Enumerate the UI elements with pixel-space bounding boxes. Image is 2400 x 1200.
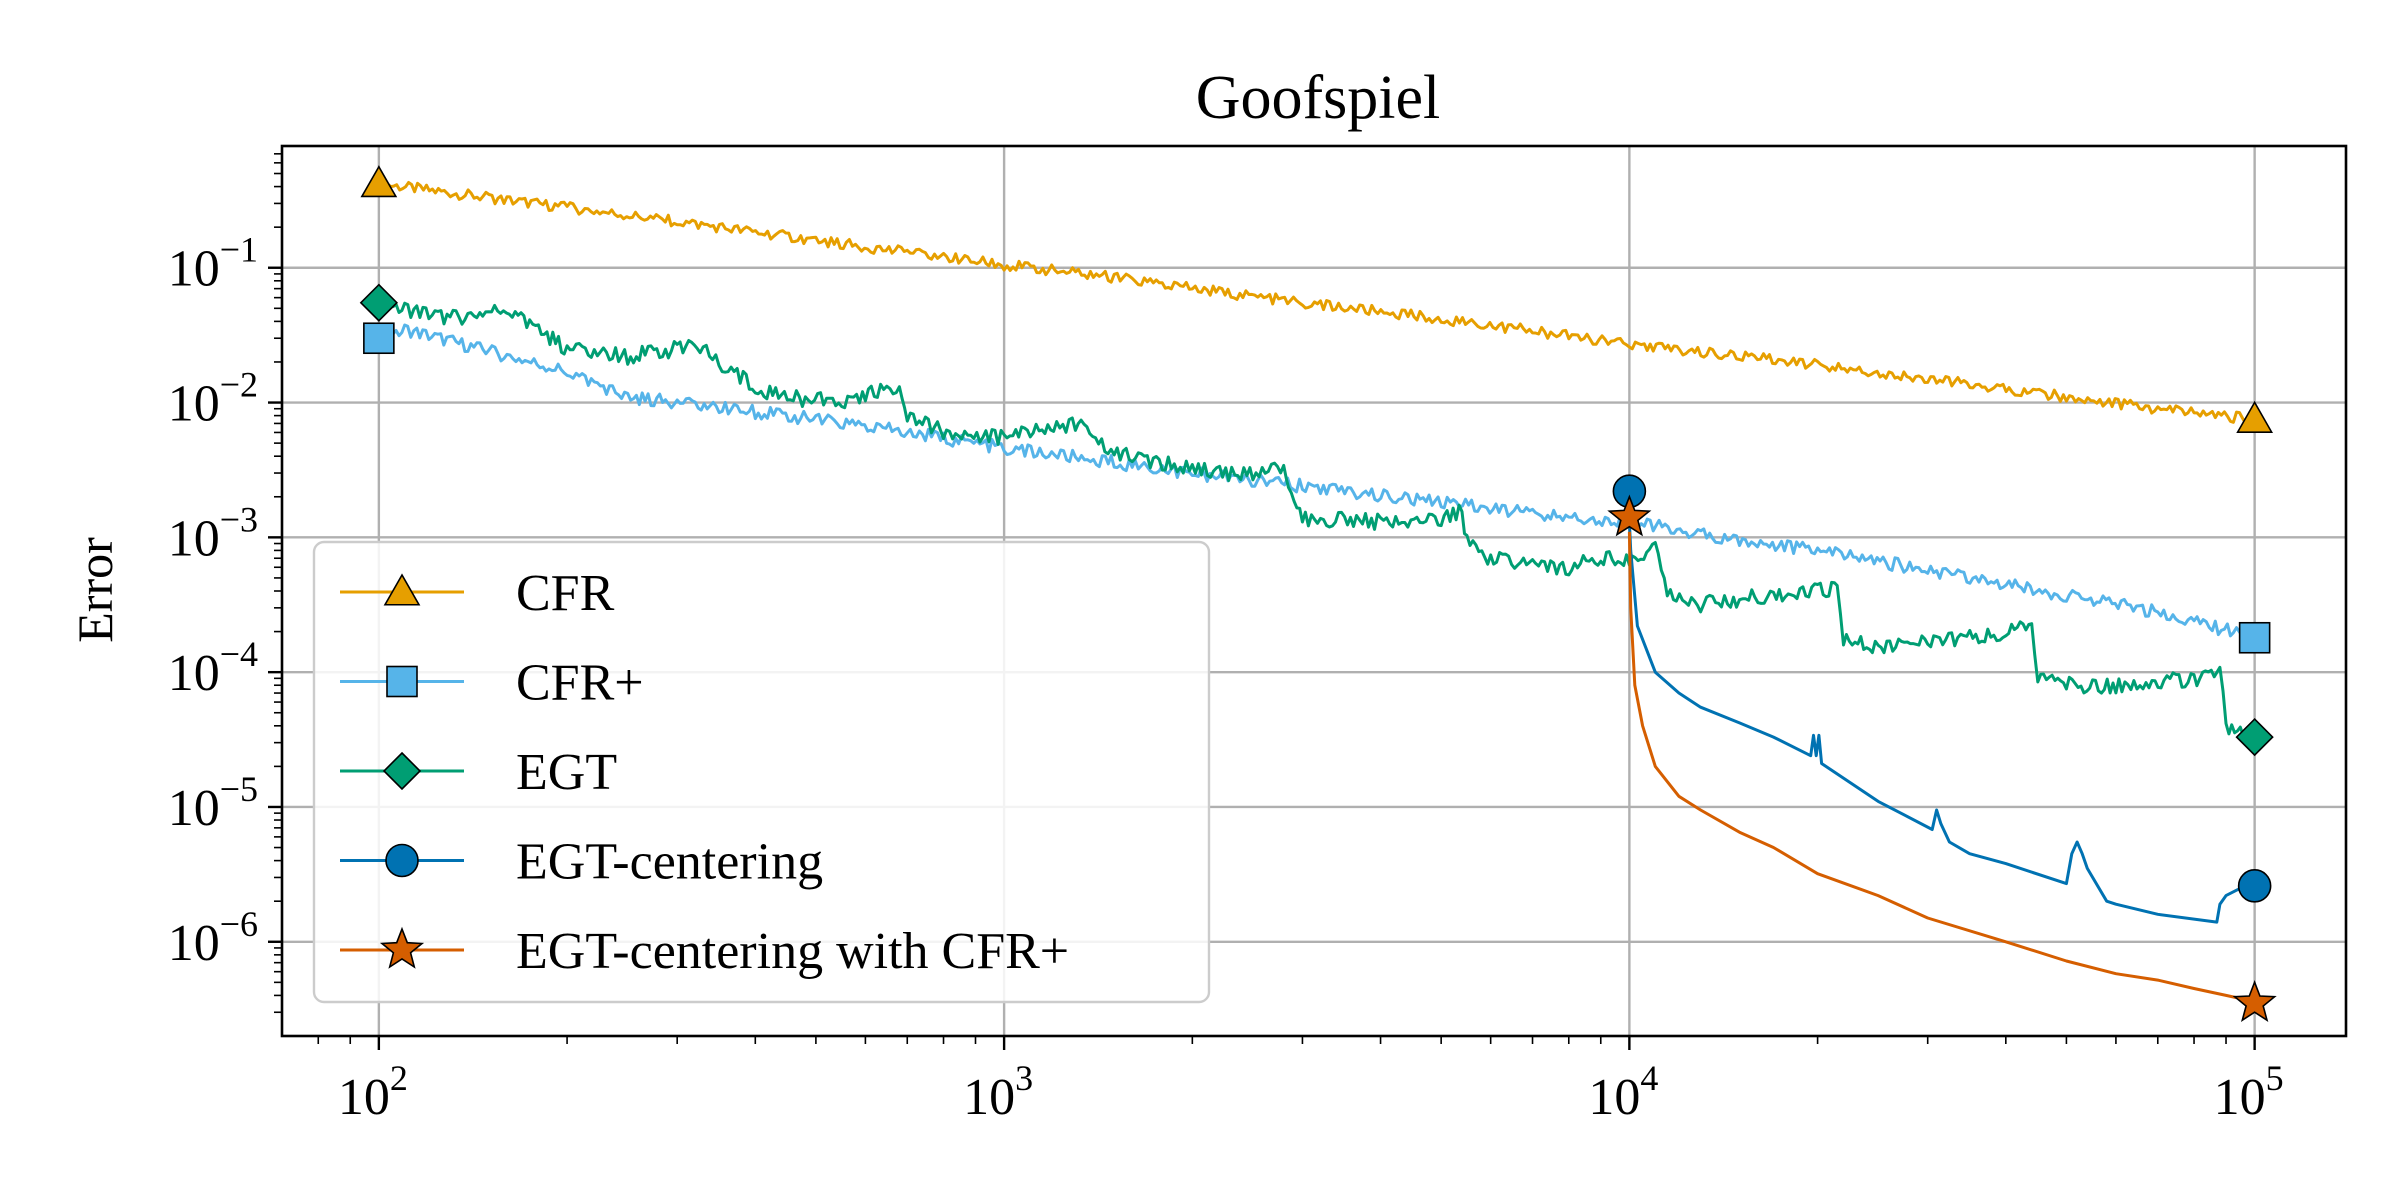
series-line-egt-centering-with-cfr-plus (1627, 531, 2255, 1004)
y-tick-label: 10−2 (168, 365, 258, 433)
legend-label-egt-centering: EGT-centering (516, 834, 823, 891)
series-line-egt-centering (1627, 521, 2255, 924)
marker-cfr (2236, 400, 2274, 433)
series-line-cfr (377, 178, 2256, 425)
series-line-cfr-plus (377, 323, 2256, 644)
series-lines (377, 178, 2256, 1004)
y-tick-label: 10−1 (168, 230, 258, 298)
y-tick-label: 10−3 (168, 499, 258, 567)
series-line-egt (377, 295, 2256, 744)
y-axis-label: Error (67, 537, 123, 643)
x-tick-label: 105 (2214, 1058, 2284, 1126)
x-tick-label: 104 (1588, 1058, 1658, 1126)
marker-cfr (360, 165, 398, 198)
legend-marker-egt-centering-with-cfr-plus (379, 926, 425, 969)
marker-cfr-plus (363, 322, 395, 355)
legend-marker-egt-centering (385, 843, 419, 878)
marker-egt (359, 283, 398, 322)
marker-egt-centering-with-cfr-plus (1607, 494, 1652, 537)
marker-egt-centering (2237, 869, 2272, 903)
marker-egt (2235, 717, 2274, 757)
legend-label-cfr-plus: CFR+ (516, 655, 644, 712)
y-tick-label: 10−6 (168, 904, 258, 972)
series-markers (359, 165, 2277, 1023)
legend-label-egt: EGT (516, 744, 617, 801)
chart-title: Goofspiel (1196, 64, 1441, 132)
marker-cfr-plus (2238, 621, 2271, 654)
legend-label-egt-centering-with-cfr-plus: EGT-centering with CFR+ (516, 923, 1069, 980)
y-tick-label: 10−4 (168, 634, 258, 702)
axis-ticks: 102 103 104 105 10−1 10−2 10−3 10−4 10−5 10−6 (168, 153, 2284, 1126)
marker-egt-centering-with-cfr-plus (2232, 979, 2277, 1023)
x-tick-label: 102 (338, 1058, 408, 1126)
legend-marker-cfr (383, 573, 421, 606)
legend-marker-egt (382, 751, 422, 791)
legend-label-cfr: CFR (516, 565, 615, 622)
y-tick-label: 10−5 (168, 769, 258, 837)
legend-box (312, 540, 1211, 1004)
legend: CFR CFR+ EGT EGT-centering EGT-centering wit… (312, 540, 1211, 1004)
legend-marker-cfr-plus (386, 665, 418, 698)
x-tick-label: 103 (963, 1058, 1033, 1126)
